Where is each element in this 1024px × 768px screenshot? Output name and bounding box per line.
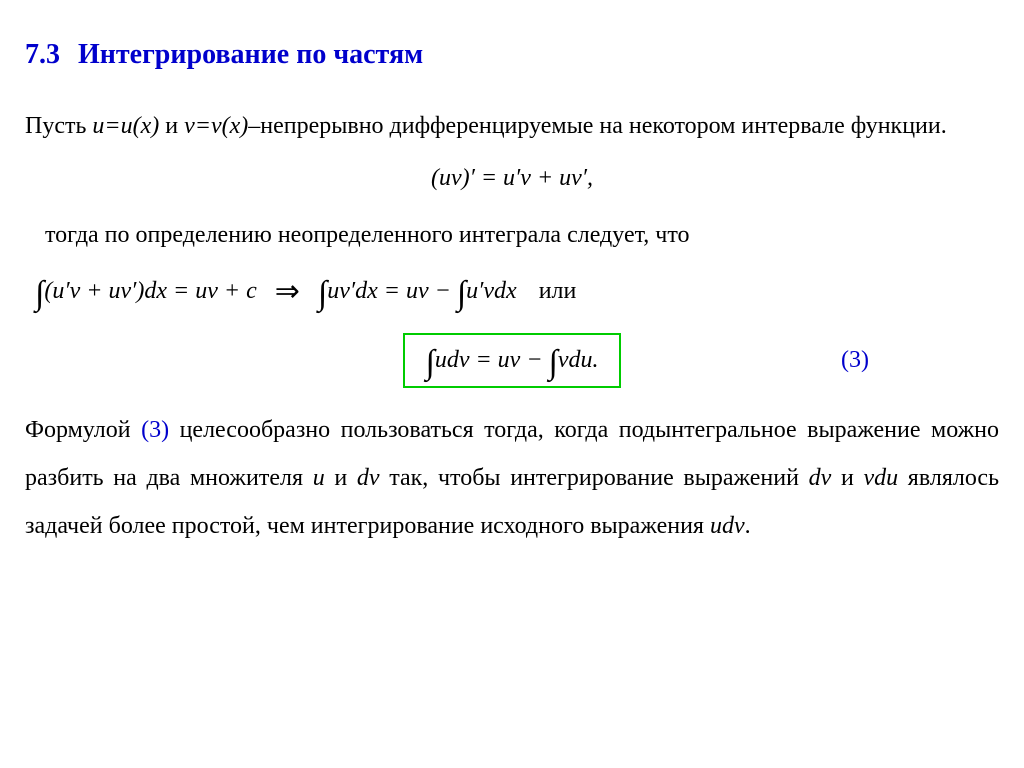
- section-number: 7.3: [25, 39, 60, 70]
- p1-eq2: v=v(x): [184, 113, 248, 139]
- formula-reference: (3): [141, 417, 169, 443]
- implies-arrow: ⇒: [275, 265, 300, 319]
- equation-derivation-row: ∫(u′v + uv′)dx = uv + c ⇒ ∫uv′dx = uv − …: [35, 265, 999, 319]
- p3-dv2: dv: [809, 465, 832, 491]
- p1-mid: и: [159, 113, 184, 139]
- eq-product-rule-text: (uv)′ = u′v + uv′,: [431, 165, 593, 191]
- boxed-formula-row: ∫udv = uv − ∫vdu. (3): [25, 333, 999, 388]
- p3-u: u: [313, 465, 325, 491]
- paragraph-2: тогда по определению неопределенного инт…: [25, 214, 999, 257]
- p3-dot: .: [745, 513, 751, 539]
- p1-tail: –непрерывно дифференцируемые на некоторо…: [248, 113, 946, 139]
- p2-text: тогда по определению неопределенного инт…: [45, 222, 690, 248]
- p3-w1: Формулой: [25, 417, 131, 443]
- eq-rhs: ∫uv′dx = uv − ∫u′vdx: [318, 270, 517, 313]
- section-heading: 7.3 Интегрирование по частям: [25, 30, 999, 80]
- p3-so: так, чтобы интегрирование выражений: [380, 465, 809, 491]
- or-label: или: [539, 270, 577, 313]
- p1-lead: Пусть: [25, 113, 92, 139]
- eq-lhs: ∫(u′v + uv′)dx = uv + c: [35, 270, 257, 313]
- p3-and2: и: [831, 465, 863, 491]
- p3-vdu: vdu: [863, 465, 898, 491]
- equation-number: (3): [841, 339, 869, 382]
- boxed-formula: ∫udv = uv − ∫vdu.: [403, 333, 620, 388]
- equation-product-rule: (uv)′ = u′v + uv′,: [25, 157, 999, 200]
- section-title: Интегрирование по частям: [78, 39, 423, 70]
- paragraph-1: Пусть u=u(x) и v=v(x)–непрерывно диффере…: [25, 105, 999, 148]
- p1-eq1: u=u(x): [92, 113, 159, 139]
- paragraph-3: Формулой (3) целесообразно пользоваться …: [25, 406, 999, 550]
- p3-and: и: [325, 465, 357, 491]
- p3-udv: udv: [710, 513, 745, 539]
- p3-dv: dv: [357, 465, 380, 491]
